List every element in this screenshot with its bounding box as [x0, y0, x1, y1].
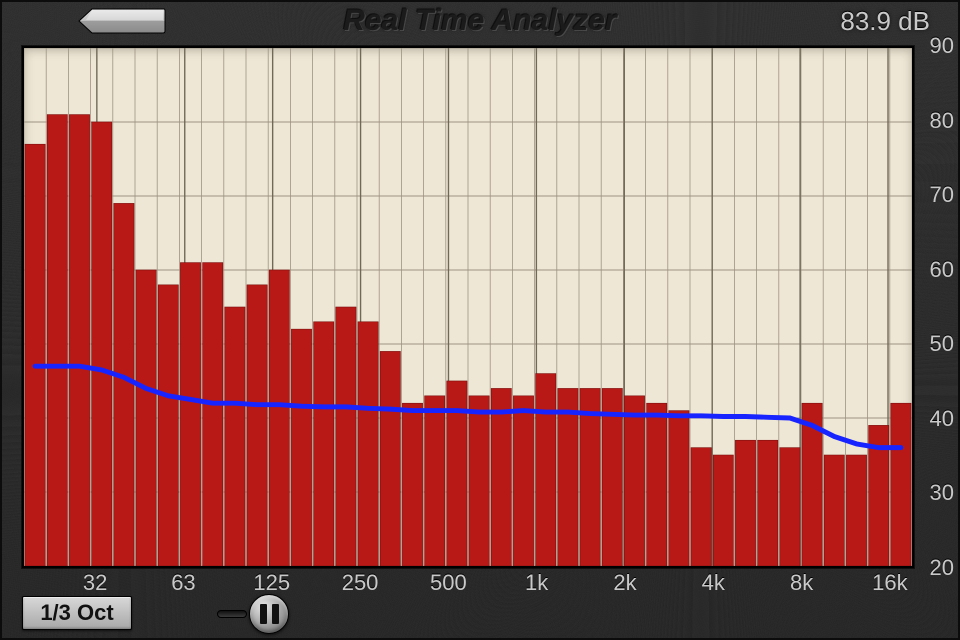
- y-tick-label: 90: [930, 33, 954, 59]
- x-tick-label: 32: [83, 570, 107, 596]
- y-axis-labels: 2030405060708090: [916, 46, 954, 568]
- y-tick-label: 80: [930, 108, 954, 134]
- x-tick-label: 250: [342, 570, 379, 596]
- pause-button[interactable]: [249, 594, 289, 634]
- y-tick-label: 60: [930, 257, 954, 283]
- y-tick-label: 70: [930, 182, 954, 208]
- y-tick-label: 20: [930, 555, 954, 581]
- y-tick-label: 30: [930, 480, 954, 506]
- back-button[interactable]: [78, 8, 166, 34]
- pause-icon: [260, 604, 279, 624]
- x-tick-label: 8k: [790, 570, 813, 596]
- x-tick-label: 2k: [613, 570, 636, 596]
- octave-mode-button[interactable]: 1/3 Oct: [22, 596, 132, 630]
- y-tick-label: 50: [930, 331, 954, 357]
- spectrum-chart: [22, 46, 914, 568]
- x-tick-label: 63: [171, 570, 195, 596]
- x-tick-label: 1k: [525, 570, 548, 596]
- x-tick-label: 125: [253, 570, 290, 596]
- x-tick-label: 16k: [872, 570, 907, 596]
- x-tick-label: 500: [430, 570, 467, 596]
- spl-readout: 83.9 dB: [840, 6, 930, 37]
- title-bar: Real Time Analyzer 83.9 dB: [2, 2, 958, 40]
- x-axis-labels: 32 63 125 250 500 1k 2k 4k 8k 16k: [22, 570, 914, 598]
- x-tick-label: 4k: [702, 570, 725, 596]
- y-tick-label: 40: [930, 406, 954, 432]
- pause-slider-track[interactable]: [217, 610, 247, 618]
